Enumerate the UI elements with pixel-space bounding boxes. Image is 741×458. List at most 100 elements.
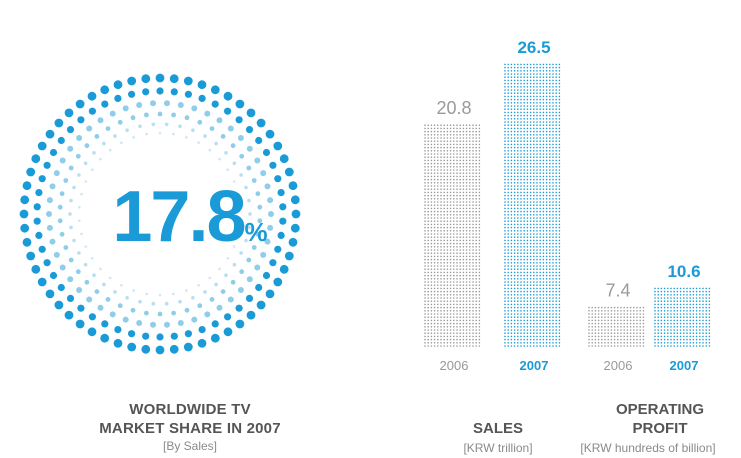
ring-dot [142, 88, 150, 96]
ring-dot [224, 107, 232, 115]
ring-dot [101, 320, 109, 328]
ring-dot [59, 264, 66, 271]
ring-dot [46, 197, 53, 204]
ring-dot [67, 145, 74, 152]
ring-dot [142, 332, 150, 340]
ring-dot [246, 310, 256, 320]
ring-dot [260, 251, 267, 258]
ring-dot [284, 167, 294, 177]
operating-profit-title-line1: OPERATING [615, 401, 705, 418]
ring-dot [269, 259, 277, 267]
ring-dot [31, 264, 41, 274]
ring-dot [197, 80, 207, 90]
ring-dot [264, 183, 271, 190]
ring-dot [127, 76, 137, 86]
ring-dot [239, 206, 242, 209]
ring-dot [26, 167, 36, 177]
ring-dot [37, 277, 47, 287]
ring-dot [268, 211, 274, 217]
ring-dot [191, 316, 198, 323]
ring-dot [260, 170, 267, 177]
ring-dot [209, 126, 215, 131]
ring-dot [208, 148, 212, 152]
market-share-dot-ring [19, 73, 301, 355]
bar-charts: 20.8 2006 26.5 2007 7.4 2006 10.6 2007 [424, 38, 711, 373]
ring-dot [224, 313, 232, 321]
ring-dot [87, 91, 97, 101]
ring-dot [262, 271, 271, 280]
ring-dot [76, 287, 83, 293]
ring-dot [274, 175, 282, 183]
ring-dot [80, 232, 83, 236]
ring-dot [246, 145, 253, 152]
ring-dot [155, 73, 165, 83]
ring-dot [83, 161, 88, 166]
ring-dot [59, 231, 65, 237]
ring-dot [49, 271, 58, 280]
ring-dot [64, 108, 74, 118]
ring-dot [198, 94, 206, 102]
ring-dot [99, 267, 102, 271]
ring-dot [31, 154, 41, 164]
ring-dot [86, 296, 93, 303]
ring-dot [84, 245, 88, 248]
ring-dot [75, 269, 81, 275]
ring-dot [224, 151, 228, 155]
ring-dot [197, 141, 200, 145]
ring-dot [72, 185, 76, 190]
operating-profit-title-line2: PROFIT [632, 420, 688, 437]
ring-dot [150, 100, 156, 107]
ring-dot [279, 154, 289, 164]
ring-dot [156, 333, 164, 341]
ring-dot [235, 304, 243, 312]
ring-dot [114, 326, 122, 334]
ring-dot [35, 189, 43, 197]
ring-dot [38, 175, 46, 183]
ring-dot [108, 276, 112, 280]
ring-dot [53, 170, 60, 177]
operating-profit-unit: [KRW hundreds of billion] [580, 441, 716, 455]
ring-dot [184, 307, 190, 313]
ring-dot [237, 232, 240, 236]
ring-dot [113, 290, 117, 294]
operating-profit-year-label-2006: 2006 [604, 358, 633, 373]
ring-dot [172, 132, 175, 136]
ring-dot [156, 87, 164, 95]
ring-dot [84, 279, 90, 285]
ring-dot [216, 117, 223, 124]
ring-dot [232, 161, 237, 166]
ring-dot [145, 292, 148, 296]
ring-dot [63, 178, 69, 183]
ring-dot [220, 134, 226, 139]
ring-dot [57, 136, 65, 145]
ring-dot [132, 289, 135, 292]
ring-dot [237, 287, 244, 293]
ring-dot [117, 303, 123, 309]
ring-dot [239, 153, 245, 159]
ring-dot [49, 238, 56, 245]
operating-profit-bar-2007 [654, 287, 711, 347]
ring-dot [97, 117, 104, 124]
sales-value-label-2007: 26.5 [517, 38, 550, 57]
ring-dot [109, 311, 116, 318]
ring-dot [184, 90, 192, 98]
ring-dot [273, 277, 283, 287]
ring-dot [22, 181, 32, 191]
ring-dot [224, 273, 228, 278]
ring-dot [64, 310, 74, 320]
ring-dot [57, 204, 63, 210]
ring-dot [66, 294, 75, 302]
ring-dot [77, 304, 85, 312]
ring-dot [279, 264, 289, 274]
ring-dot [54, 118, 64, 128]
ring-dot [246, 165, 252, 171]
ring-dot [122, 316, 129, 323]
ring-dot [239, 173, 243, 177]
ring-dot [109, 110, 116, 117]
ring-dot [136, 320, 143, 326]
ring-dot [237, 135, 244, 141]
operating-profit-year-label-2007: 2007 [670, 358, 699, 373]
ring-dot [157, 311, 163, 317]
ring-dot [255, 231, 261, 237]
